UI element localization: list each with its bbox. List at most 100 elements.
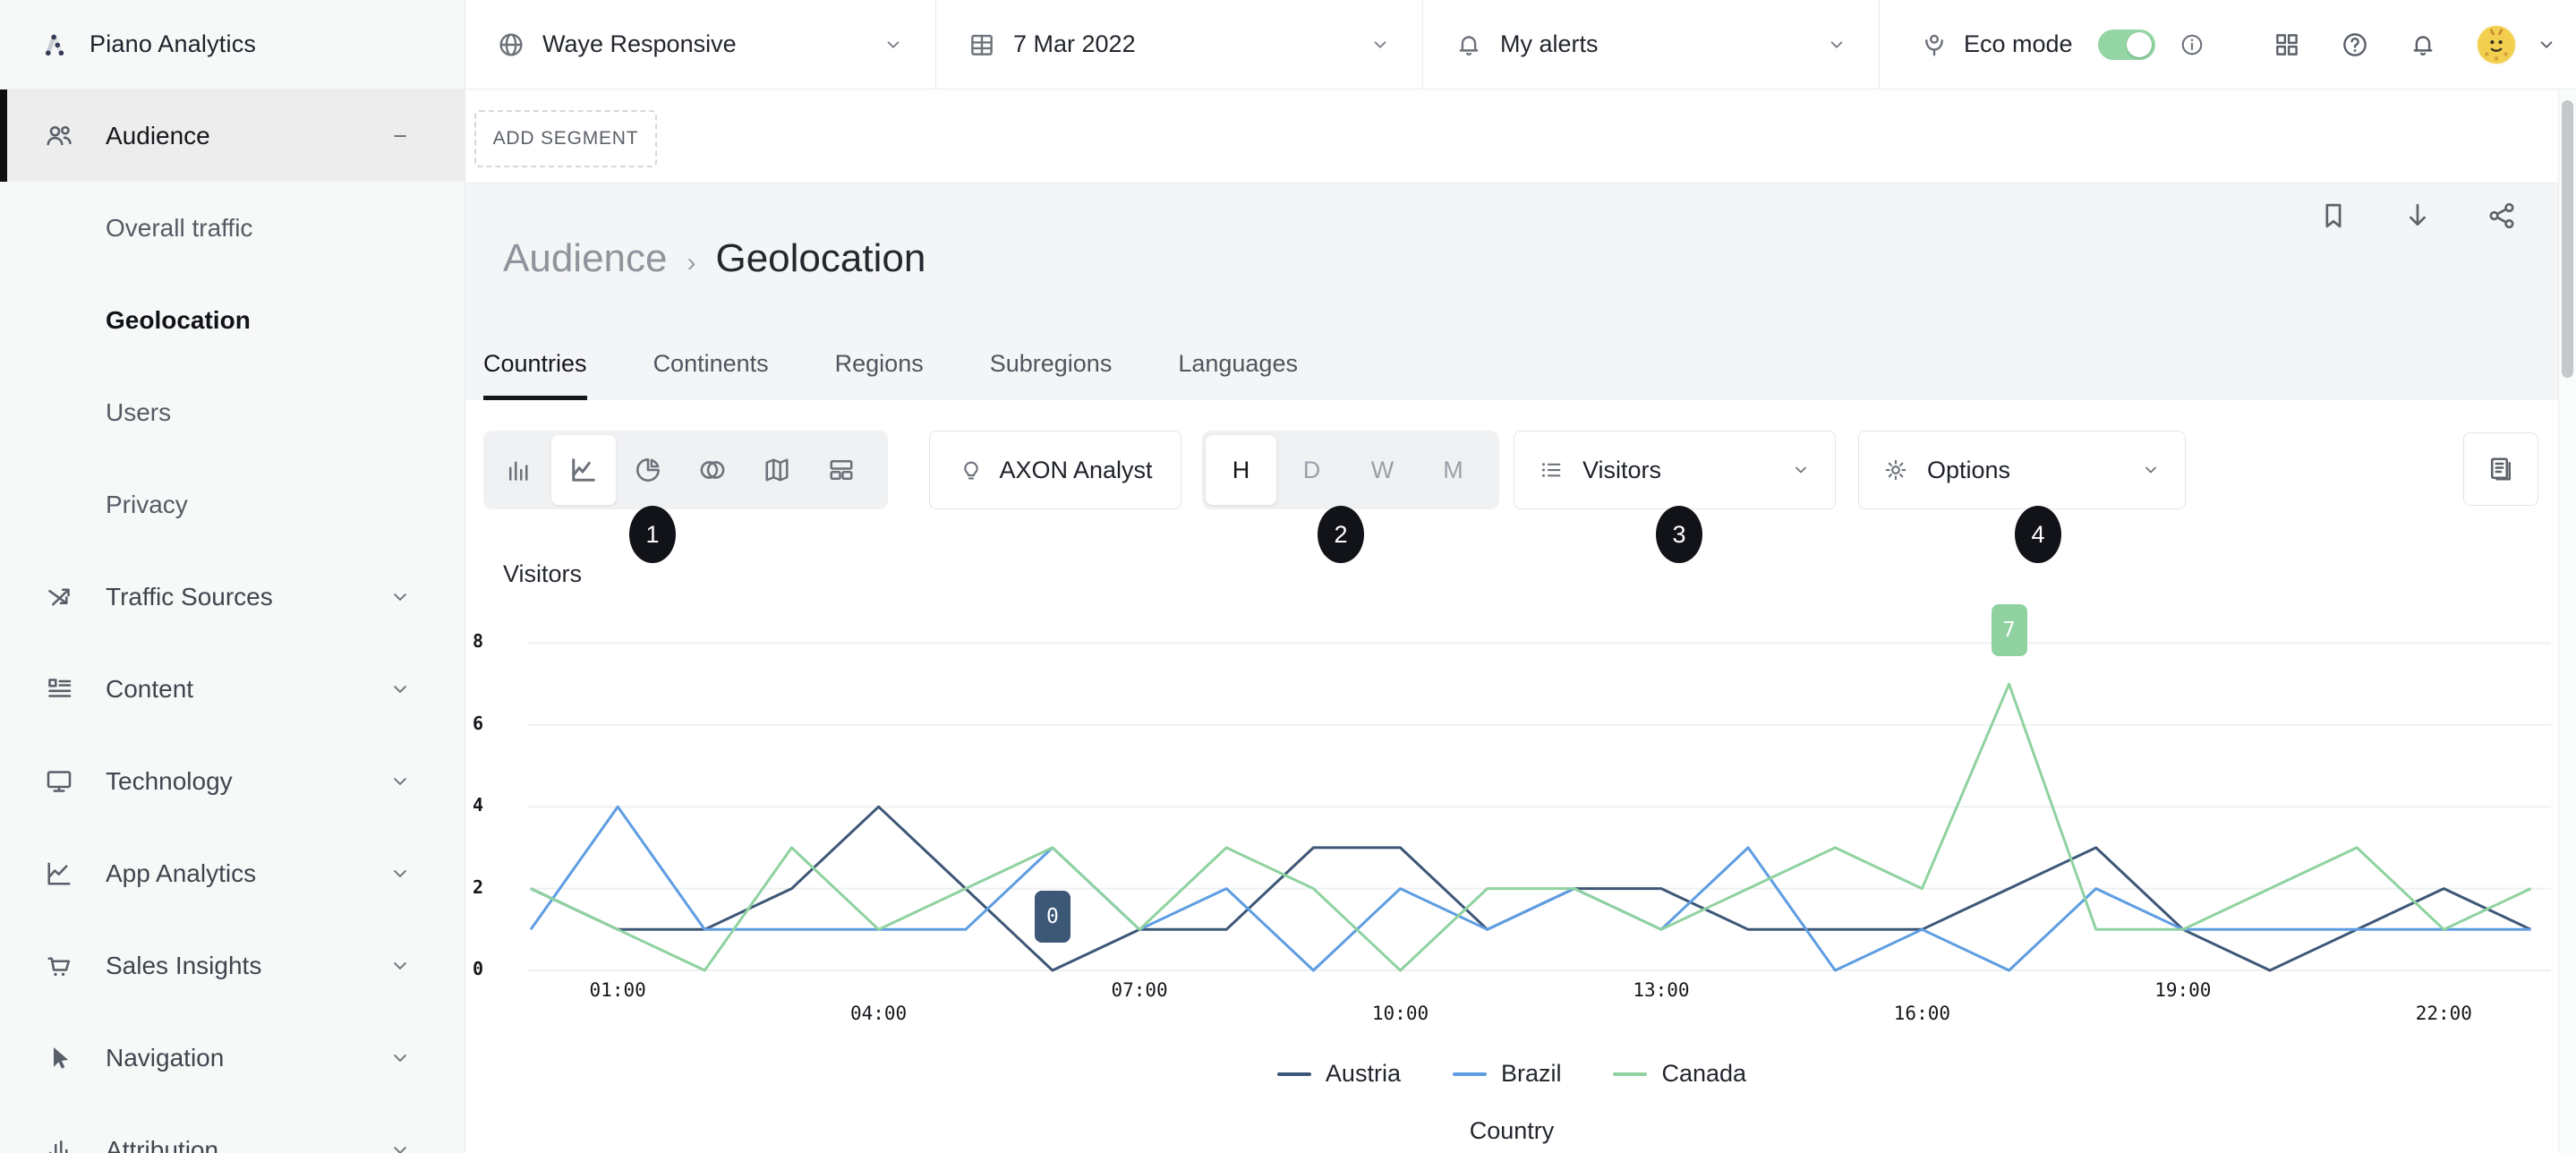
eco-leaf-icon [1919, 30, 1949, 60]
avatar[interactable] [2476, 23, 2517, 65]
granularity-h[interactable]: H [1206, 435, 1276, 505]
venn-diagram-icon[interactable] [680, 435, 745, 505]
segment-bar [465, 90, 2576, 184]
sidebar-item-label: Content [106, 674, 194, 703]
share-icon[interactable] [2485, 199, 2519, 233]
tab-regions[interactable]: Regions [834, 350, 924, 377]
top-header: Piano Analytics Waye Responsive 7 Mar 20… [0, 0, 2576, 90]
sidebar-item-users[interactable]: Users [0, 366, 465, 458]
apps-grid-icon[interactable] [2272, 30, 2302, 60]
map-icon[interactable] [745, 435, 809, 505]
bookmark-icon[interactable] [2316, 199, 2350, 233]
chart-legend: Austria Brazil Canada [465, 1060, 2558, 1088]
chevron-down-icon[interactable] [388, 585, 413, 610]
alerts-selector[interactable]: My alerts [1423, 0, 1880, 89]
sidebar-item-label: Users [106, 397, 172, 426]
sidebar-item-overall-traffic[interactable]: Overall traffic [0, 182, 465, 274]
point-value-badge-austria: 0 [1034, 891, 1070, 943]
breadcrumb-separator: › [687, 248, 696, 278]
series-line-brazil[interactable] [529, 805, 2531, 972]
chevron-down-icon[interactable] [388, 1138, 413, 1153]
sidebar-item-label: Sales Insights [106, 951, 262, 979]
breadcrumb: Audience › Geolocation [503, 236, 925, 281]
chevron-down-icon[interactable] [388, 769, 413, 794]
scrollbar-thumb[interactable] [2562, 100, 2573, 378]
chevron-down-icon [1369, 33, 1392, 56]
sidebar-item-label: Audience [106, 121, 210, 149]
list-icon [1538, 457, 1565, 483]
collapse-minus-icon[interactable] [388, 124, 413, 149]
active-indicator [0, 90, 7, 182]
y-axis-tick: 4 [472, 794, 483, 816]
bar-chart-icon[interactable] [487, 435, 551, 505]
sidebar-item-geolocation[interactable]: Geolocation [0, 274, 465, 366]
eco-mode-toggle[interactable] [2097, 29, 2155, 60]
eco-mode-label: Eco mode [1964, 30, 2073, 57]
sidebar-item-traffic-sources[interactable]: Traffic Sources [0, 551, 465, 643]
step-badge-3: 3 [1656, 506, 1702, 563]
tab-bar: Countries Continents Regions Subregions Lang… [483, 324, 1298, 400]
tab-countries[interactable]: Countries [483, 350, 587, 400]
report-view-button[interactable] [2463, 432, 2538, 506]
line-chart-icon [567, 454, 600, 486]
notifications-bell-icon[interactable] [2408, 30, 2438, 60]
pie-chart-icon[interactable] [616, 435, 680, 505]
sidebar-item-content[interactable]: Content [0, 643, 465, 735]
x-axis-tick: 22:00 [2415, 1003, 2472, 1024]
granularity-w[interactable]: W [1370, 456, 1395, 483]
sidebar-item-technology[interactable]: Technology [0, 735, 465, 827]
brand-block: Piano Analytics [0, 0, 465, 89]
tab-continents[interactable]: Continents [653, 350, 769, 377]
breadcrumb-parent[interactable]: Audience [503, 236, 668, 280]
granularity-m[interactable]: M [1443, 456, 1463, 483]
chart-type-switcher [483, 431, 888, 509]
layout-icon[interactable] [809, 435, 874, 505]
download-icon[interactable] [2401, 199, 2435, 233]
sidebar-item-navigation[interactable]: Navigation [0, 1012, 465, 1104]
metric-dropdown[interactable]: Visitors [1514, 431, 1836, 509]
tab-languages[interactable]: Languages [1178, 350, 1298, 377]
chevron-down-icon[interactable] [388, 953, 413, 978]
line-chart[interactable] [465, 537, 2576, 1038]
legend-item-austria[interactable]: Austria [1276, 1060, 1401, 1088]
series-line-canada[interactable] [530, 682, 2532, 972]
help-icon[interactable] [2340, 30, 2370, 60]
line-chart-icon[interactable] [551, 435, 616, 505]
sidebar-item-audience[interactable]: Audience [0, 90, 465, 182]
sidebar-item-attribution[interactable]: Attribution [0, 1104, 465, 1153]
sidebar-item-privacy[interactable]: Privacy [0, 458, 465, 551]
chevron-down-icon[interactable] [388, 677, 413, 702]
axon-analyst-button[interactable]: AXON Analyst [929, 431, 1181, 509]
chart-legend-title: Country [1469, 1117, 1555, 1144]
x-axis-tick: 04:00 [849, 1003, 908, 1024]
chevron-down-icon [2140, 459, 2162, 481]
granularity-d[interactable]: D [1302, 456, 1321, 483]
site-selector[interactable]: Waye Responsive [465, 0, 936, 89]
sidebar-item-app-analytics[interactable]: App Analytics [0, 827, 465, 919]
legend-item-brazil[interactable]: Brazil [1452, 1060, 1561, 1088]
legend-item-canada[interactable]: Canada [1613, 1060, 1746, 1088]
sidebar-item-label: Overall traffic [106, 213, 253, 242]
date-selector[interactable]: 7 Mar 2022 [936, 0, 1423, 89]
y-axis-tick: 8 [472, 630, 483, 653]
y-axis-tick: 6 [472, 712, 483, 734]
chevron-down-icon[interactable] [388, 861, 413, 886]
sidebar-item-label: Attribution [106, 1135, 219, 1153]
info-icon[interactable] [2179, 31, 2205, 58]
x-axis-tick: 07:00 [1111, 979, 1168, 1001]
bulb-icon [958, 457, 985, 483]
options-dropdown[interactable]: Options [1858, 431, 2186, 509]
tab-subregions[interactable]: Subregions [989, 350, 1113, 377]
y-axis-tick: 2 [472, 875, 483, 898]
axon-analyst-label: AXON Analyst [999, 456, 1153, 483]
sales-insights-icon [43, 950, 75, 982]
legend-label: Canada [1661, 1060, 1747, 1087]
sidebar-item-sales-insights[interactable]: Sales Insights [0, 919, 465, 1012]
chevron-down-icon[interactable] [388, 1046, 413, 1071]
vertical-scrollbar[interactable] [2558, 90, 2576, 1153]
point-value-badge-canada: 7 [1991, 604, 2027, 657]
attribution-icon [43, 1134, 75, 1153]
add-segment-button[interactable]: ADD SEGMENT [474, 110, 657, 167]
chevron-down-icon[interactable] [2535, 33, 2558, 56]
